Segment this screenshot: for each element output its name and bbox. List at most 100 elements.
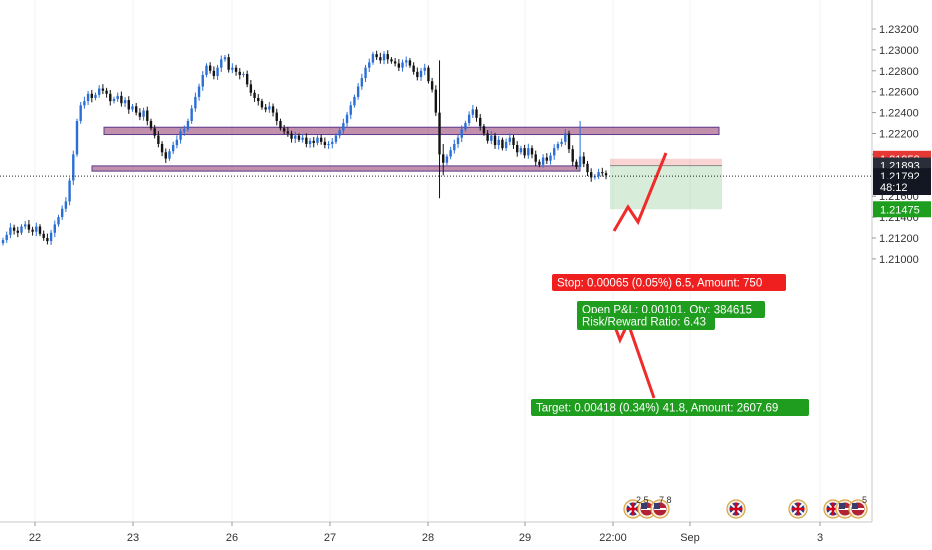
candle-body	[523, 148, 526, 156]
candle-body	[142, 110, 145, 117]
price-tag-label: 1.21475	[880, 204, 920, 216]
us-flag-canton	[852, 503, 858, 509]
candle-body	[268, 106, 271, 110]
candle-body	[427, 67, 430, 82]
position-tool[interactable]	[610, 158, 722, 210]
candle-body	[571, 149, 574, 162]
candle-body	[342, 123, 345, 131]
candle-body	[553, 148, 556, 156]
candle-body	[423, 67, 426, 71]
candle-body	[393, 61, 397, 64]
price-tag-box[interactable]	[873, 179, 931, 196]
candle-body	[356, 86, 360, 97]
candle-body	[471, 109, 475, 115]
event-count: 2 5	[636, 495, 649, 505]
candle-body	[601, 172, 604, 174]
candle-body	[364, 67, 367, 79]
candle-body	[538, 161, 541, 165]
candle-body	[16, 230, 19, 233]
candle-body	[490, 135, 493, 141]
candle-body	[445, 156, 449, 163]
y-axis[interactable]: 1.23200 1.23000 1.22800 1.22600 1.22400 1.222…	[871, 0, 932, 550]
candle-body	[31, 229, 34, 232]
candle-body	[127, 100, 130, 110]
candle-body	[368, 62, 371, 68]
y-axis-tick-label: 1.23000	[879, 45, 919, 57]
y-axis-background	[872, 0, 932, 550]
candle-body	[264, 107, 267, 110]
candle-body	[208, 65, 212, 71]
candle-body	[57, 217, 60, 225]
price-tag-box[interactable]	[873, 201, 931, 218]
candle-body	[46, 238, 49, 242]
candle-body	[319, 137, 323, 142]
x-axis-tick-label: 29	[519, 532, 531, 544]
event-count: 7 8	[659, 495, 672, 505]
candle-body	[604, 173, 608, 176]
rr-label-box	[577, 313, 715, 330]
lower-support-zone[interactable]	[91, 165, 581, 172]
candle-body	[164, 152, 167, 159]
target-label-box	[531, 399, 809, 416]
y-axis-tick-label: 1.21200	[879, 233, 919, 245]
x-axis-tick-label: Sep	[680, 532, 700, 544]
candle-body	[183, 129, 186, 132]
candle-body	[197, 86, 201, 97]
upper-resistance-zone[interactable]	[103, 126, 720, 136]
candle-body	[345, 114, 349, 124]
price-tag-label: 48:12	[880, 182, 908, 194]
economic-events[interactable]: 2 5 7 8 5	[623, 495, 868, 519]
target-area[interactable]	[610, 165, 722, 210]
candle-body	[549, 155, 552, 161]
bullish-projection-arrow[interactable]	[612, 152, 668, 232]
candle-body	[486, 133, 489, 141]
candle-body	[582, 156, 586, 164]
candle-body	[504, 141, 508, 149]
candle-body	[597, 172, 600, 177]
candles	[1, 50, 608, 246]
candle-body	[479, 117, 482, 127]
event-flag-icon[interactable]	[650, 499, 670, 519]
candle-body	[175, 139, 179, 145]
event-flag-icon[interactable]	[726, 499, 746, 519]
candle-body	[512, 137, 515, 145]
candle-body	[297, 135, 301, 140]
candle-body	[464, 123, 467, 130]
candle-body	[401, 62, 404, 68]
candle-body	[382, 54, 386, 61]
candle-body	[42, 233, 45, 238]
candle-body	[560, 141, 563, 144]
candle-body	[590, 172, 593, 178]
stop-label: Stop: 0.00065 (0.05%) 6.5, Amount: 750	[557, 278, 762, 290]
candle-body	[323, 141, 327, 145]
candle-body	[390, 59, 393, 62]
candle-body	[212, 70, 216, 77]
x-axis[interactable]: 22 23 26 27 28 29 22:00 Sep 3	[0, 521, 872, 550]
candle-body	[397, 63, 401, 68]
y-axis-tick-label: 1.22800	[879, 66, 919, 78]
candle-body	[86, 93, 90, 102]
candle-body	[419, 70, 423, 78]
us-flag-canton	[839, 503, 845, 509]
event-flag-icon[interactable]	[848, 499, 868, 519]
stop-area[interactable]	[610, 158, 722, 166]
candle-body	[438, 112, 441, 155]
candle-body	[131, 106, 134, 110]
candle-body	[109, 93, 112, 102]
x-axis-background	[0, 522, 872, 550]
candle-body	[23, 224, 27, 227]
candle-body	[227, 57, 230, 70]
candle-body	[260, 101, 264, 108]
candle-body	[460, 129, 463, 138]
event-flag-icon[interactable]	[835, 499, 855, 519]
candle-body	[353, 96, 356, 106]
candle-body	[534, 154, 537, 162]
event-flag-icon[interactable]	[637, 499, 657, 519]
us-flag-canton	[654, 503, 660, 509]
candle-body	[271, 106, 275, 113]
candle-body	[334, 135, 338, 142]
event-flag-icon[interactable]	[788, 499, 808, 519]
candle-body	[216, 67, 219, 77]
candle-body	[305, 137, 308, 144]
